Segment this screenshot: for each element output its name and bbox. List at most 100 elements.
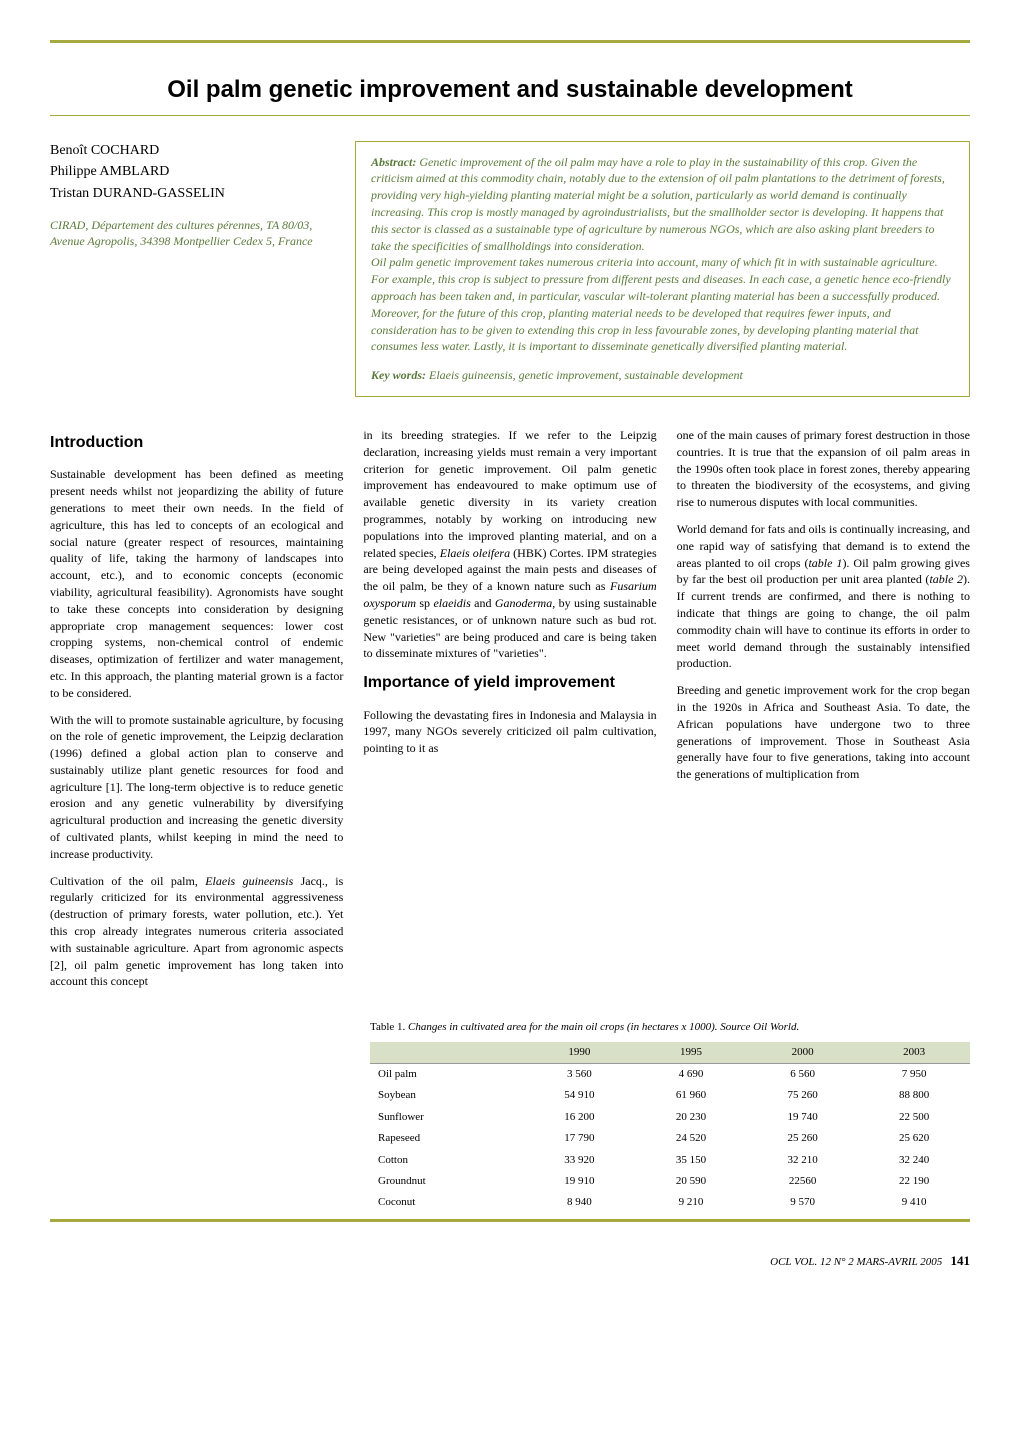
table-cell: 3 560 <box>524 1064 636 1086</box>
species-name: Gano­derma <box>495 596 552 610</box>
header-row: Benoît COCHARD Philippe AMBLARD Tristan … <box>50 141 970 397</box>
body-text: in its breeding strategies. If we refer … <box>363 428 656 560</box>
bottom-rule <box>50 1219 970 1222</box>
body-paragraph: one of the main causes of primary forest… <box>677 427 970 511</box>
table-row: Rapeseed17 79024 52025 26025 620 <box>370 1128 970 1149</box>
body-columns: Introduction Sustainable development has… <box>50 427 970 1000</box>
table-cell: 9 210 <box>635 1192 747 1213</box>
table-cell: 32 210 <box>747 1150 859 1171</box>
table-cell: Soybean <box>370 1085 524 1106</box>
table-ref: table 2 <box>929 572 963 586</box>
body-paragraph: World demand for fats and oils is contin… <box>677 521 970 672</box>
table-cell: Groundnut <box>370 1171 524 1192</box>
table-1: 1990 1995 2000 2003 Oil palm3 5604 6906 … <box>370 1042 970 1214</box>
table-cell: 75 260 <box>747 1085 859 1106</box>
article-title: Oil palm genetic improvement and sustain… <box>50 73 970 107</box>
table-cell: 25 620 <box>858 1128 970 1149</box>
table-ref: table 1 <box>808 556 842 570</box>
table-header-row: 1990 1995 2000 2003 <box>370 1042 970 1064</box>
table-cell: 32 240 <box>858 1150 970 1171</box>
table-cell: 6 560 <box>747 1064 859 1086</box>
keywords-label: Key words: <box>371 368 426 382</box>
table-row: Coconut8 9409 2109 5709 410 <box>370 1192 970 1213</box>
table-cell: 19 740 <box>747 1107 859 1128</box>
column-1: Introduction Sustainable development has… <box>50 427 343 1000</box>
body-paragraph: Sustainable development has been defined… <box>50 466 343 701</box>
table-number: Table 1. <box>370 1021 408 1033</box>
table-cell: 17 790 <box>524 1128 636 1149</box>
table-cell: 20 590 <box>635 1171 747 1192</box>
page-number: 141 <box>951 1253 971 1268</box>
table-cell: Cotton <box>370 1150 524 1171</box>
body-paragraph: Breeding and genetic improvement work fo… <box>677 682 970 783</box>
table-caption-text: Changes in cultivated area for the main … <box>408 1021 799 1033</box>
body-paragraph: Following the devastating fires in Indon… <box>363 707 656 757</box>
table-caption: Table 1. Changes in cultivated area for … <box>370 1020 970 1035</box>
table-row-wrap: Table 1. Changes in cultivated area for … <box>50 1010 970 1214</box>
table-row: Cotton33 92035 15032 21032 240 <box>370 1150 970 1171</box>
body-paragraph: Cultivation of the oil palm, Elaeis guin… <box>50 873 343 991</box>
body-paragraph: in its breeding strategies. If we refer … <box>363 427 656 662</box>
table-container: Table 1. Changes in cultivated area for … <box>370 1010 970 1214</box>
table-header-cell: 1995 <box>635 1042 747 1064</box>
table-cell: 9 570 <box>747 1192 859 1213</box>
table-header-cell: 1990 <box>524 1042 636 1064</box>
author-name: Tristan DURAND-GASSELIN <box>50 184 330 204</box>
table-row: Groundnut19 91020 5902256022 190 <box>370 1171 970 1192</box>
table-cell: 24 520 <box>635 1128 747 1149</box>
table-cell: 61 960 <box>635 1085 747 1106</box>
table-cell: 16 200 <box>524 1107 636 1128</box>
body-paragraph: With the will to promote sustainable agr… <box>50 712 343 863</box>
table-row: Soybean54 91061 96075 26088 800 <box>370 1085 970 1106</box>
issue-info: VOL. 12 N° 2 MARS-AVRIL 2005 <box>791 1256 942 1268</box>
page-footer: OCL VOL. 12 N° 2 MARS-AVRIL 2005 141 <box>50 1252 970 1270</box>
authors-column: Benoît COCHARD Philippe AMBLARD Tristan … <box>50 141 330 397</box>
table-header-cell <box>370 1042 524 1064</box>
table-header-cell: 2003 <box>858 1042 970 1064</box>
species-name: Elaeis guineensis <box>205 874 293 888</box>
abstract-text: Genetic improvement of the oil palm may … <box>371 155 945 253</box>
species-name: elaeidis <box>433 596 470 610</box>
abstract-label: Abstract: <box>371 155 416 169</box>
table-cell: 54 910 <box>524 1085 636 1106</box>
table-cell: 22 190 <box>858 1171 970 1192</box>
abstract-paragraph: Oil palm genetic improvement takes numer… <box>371 254 954 355</box>
table-header-cell: 2000 <box>747 1042 859 1064</box>
table-cell: 20 230 <box>635 1107 747 1128</box>
body-text: sp <box>416 596 433 610</box>
author-name: Philippe AMBLARD <box>50 162 330 182</box>
table-row: Oil palm3 5604 6906 5607 950 <box>370 1064 970 1086</box>
body-text: and <box>471 596 495 610</box>
body-text: Jacq., is regularly criticized for its e… <box>50 874 343 989</box>
keywords-text: Elaeis guineensis, genetic improvement, … <box>429 368 743 382</box>
title-rule <box>50 115 970 116</box>
table-cell: 88 800 <box>858 1085 970 1106</box>
table-cell: 33 920 <box>524 1150 636 1171</box>
table-cell: 22560 <box>747 1171 859 1192</box>
table-cell: 9 410 <box>858 1192 970 1213</box>
table-cell: 8 940 <box>524 1192 636 1213</box>
abstract-box: Abstract: Genetic improvement of the oil… <box>355 141 970 397</box>
table-spacer <box>50 1010 350 1214</box>
journal-name: OCL <box>770 1256 791 1268</box>
table-cell: 7 950 <box>858 1064 970 1086</box>
body-text: Cultivation of the oil palm, <box>50 874 205 888</box>
affiliation: CIRAD, Département des cultures pérennes… <box>50 218 330 249</box>
table-cell: Oil palm <box>370 1064 524 1086</box>
table-cell: 25 260 <box>747 1128 859 1149</box>
table-cell: Rapeseed <box>370 1128 524 1149</box>
table-cell: 22 500 <box>858 1107 970 1128</box>
top-rule <box>50 40 970 43</box>
table-cell: 35 150 <box>635 1150 747 1171</box>
column-2: in its breeding strategies. If we refer … <box>363 427 656 1000</box>
table-row: Sunflower16 20020 23019 74022 500 <box>370 1107 970 1128</box>
table-cell: 4 690 <box>635 1064 747 1086</box>
body-text: ). If current trends are confirmed, and … <box>677 572 970 670</box>
column-3: one of the main causes of primary forest… <box>677 427 970 1000</box>
section-heading-introduction: Introduction <box>50 432 343 454</box>
table-cell: Sunflower <box>370 1107 524 1128</box>
table-cell: Coconut <box>370 1192 524 1213</box>
abstract-paragraph: Abstract: Genetic improvement of the oil… <box>371 154 954 255</box>
author-name: Benoît COCHARD <box>50 141 330 161</box>
section-heading-importance: Importance of yield improvement <box>363 672 656 694</box>
